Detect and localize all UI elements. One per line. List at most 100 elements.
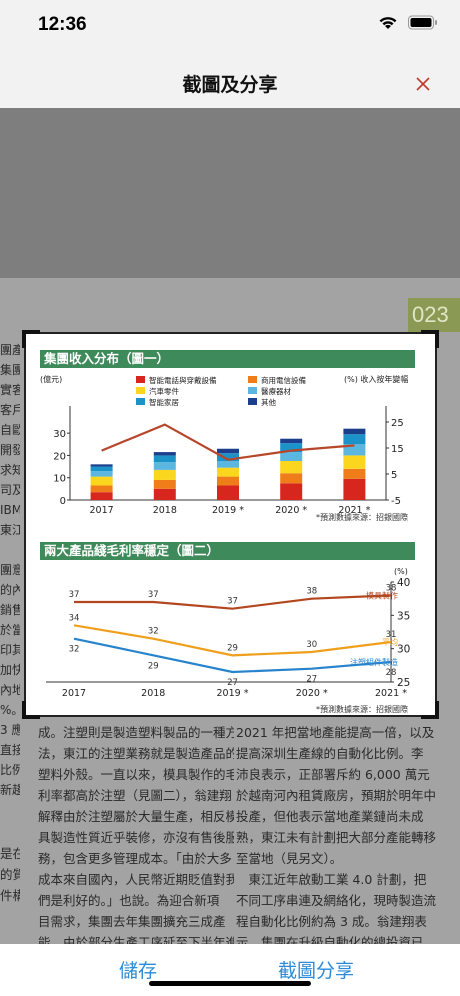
- save-button[interactable]: 儲存: [119, 960, 158, 982]
- legend-swatch: [136, 376, 145, 383]
- text-line: 務，包含更多管理成本。「由於大多: [38, 851, 232, 866]
- bar-segment: [217, 461, 239, 468]
- body-column-right: 2021 年把當地產能提高一倍，以及 提高深圳生產線的自動化比例。李 沛良表示，正部…: [236, 722, 446, 944]
- legend-swatch: [136, 398, 145, 405]
- series-name-label: 平均: [382, 637, 398, 647]
- bar-segment: [343, 478, 366, 500]
- chart1-left-unit: (億元): [40, 374, 62, 384]
- data-label: 38: [306, 587, 317, 597]
- y-tick-label: 25: [397, 677, 410, 689]
- text-line: 於當: [0, 623, 20, 637]
- text-line: 至當地（見另文）。: [236, 851, 343, 866]
- text-line: 解釋由於注塑屬於大量生產，相反模: [38, 809, 234, 824]
- text-line: %。: [0, 703, 20, 717]
- x-tick-label: 2020 *: [275, 505, 307, 516]
- text-line: 實客: [0, 383, 20, 397]
- series-name-label: 注塑組件製造: [350, 657, 398, 667]
- y-tick-label: 35: [397, 610, 410, 622]
- home-indicator: [149, 981, 311, 986]
- crop-handle-bottom-left[interactable]: [22, 701, 40, 719]
- chart1-title: 集團收入分布（圖一）: [40, 350, 415, 368]
- data-label: 37: [69, 590, 80, 600]
- legend-label: 其他: [261, 397, 276, 407]
- text-line: 自歐: [0, 423, 20, 437]
- text-line: 團意: [0, 563, 20, 577]
- bar-segment: [217, 476, 239, 486]
- status-time: 12:36: [38, 14, 87, 35]
- left-edge-text: 是在 的質 件構: [0, 843, 20, 906]
- data-label: 32: [69, 645, 80, 655]
- text-line: 利率都高於注塑（見圖二），翁建翔: [38, 788, 232, 803]
- bar-segment: [217, 448, 239, 454]
- bar-segment: [217, 453, 239, 461]
- y2-tick-label: -5: [391, 496, 401, 507]
- text-line: 提高深圳生產線的自動化比例。李: [236, 746, 424, 761]
- data-label: 29: [227, 643, 238, 653]
- bar-segment: [90, 471, 113, 477]
- text-line: 集團: [0, 363, 20, 377]
- crop-handle-top-right[interactable]: [421, 330, 439, 348]
- bar-segment: [90, 476, 113, 486]
- text-line: 求知: [0, 463, 20, 477]
- share-screenshot-button[interactable]: 截圖分享: [278, 960, 355, 982]
- text-line: 成。注塑則是製造塑料製品的一種方: [38, 725, 234, 740]
- wifi-icon: [379, 17, 397, 29]
- text-line: 的內: [0, 583, 20, 597]
- text-line: 是在: [0, 846, 20, 861]
- bar-segment: [280, 438, 303, 444]
- y-tick-label: 30: [53, 429, 66, 440]
- bar-segment: [343, 455, 366, 469]
- y2-tick-label: 5: [391, 470, 397, 481]
- legend-swatch: [248, 387, 257, 394]
- data-label: 27: [227, 678, 238, 688]
- series-name-label: 模具製作: [366, 590, 398, 600]
- x-tick-label: 2019 *: [217, 688, 249, 699]
- chart2: (%) 25 30 35 40 2017 2018 2019 * 2020 * 2021 * 37 3…: [46, 567, 410, 699]
- text-line: 新趨: [0, 783, 20, 797]
- y-tick-label: 10: [53, 474, 66, 485]
- text-line: 法，東江的注塑業務就是製造產品的: [38, 746, 234, 761]
- bar-segment: [343, 428, 366, 435]
- bar-segment: [153, 479, 176, 489]
- chart2-title: 兩大產品綫毛利率穩定（圖二）: [40, 542, 415, 560]
- text-line: 於越南河內租賃廠房，預期於明年中: [236, 788, 437, 803]
- series-line: [73, 637, 392, 674]
- text-line: 熟，東江未有計劃把大部分產能轉移: [236, 830, 437, 845]
- y2-tick-label: 25: [391, 418, 404, 429]
- crop-handle-top-left[interactable]: [22, 330, 40, 348]
- bar-segment: [153, 452, 176, 456]
- text-line: [0, 540, 20, 560]
- text-line: 銷售: [0, 603, 20, 617]
- y2-tick-label: 15: [391, 444, 404, 455]
- bar-segment: [280, 483, 303, 500]
- x-tick-label: 2021 *: [338, 505, 370, 516]
- y-tick-label: 30: [397, 644, 410, 656]
- x-tick-label: 2018: [141, 688, 165, 699]
- dimmed-area: [0, 108, 460, 278]
- text-line: 投產，但他表示當地產業鏈尚未成: [236, 809, 424, 824]
- legend-label: 智能電話與穿戴設備: [149, 375, 217, 385]
- chart1-source: *預測數據來源：招銀國際: [316, 513, 408, 522]
- text-line: 件構: [0, 888, 20, 903]
- close-icon[interactable]: [410, 71, 436, 97]
- text-line: 東江: [0, 523, 20, 537]
- legend-label: 商用電信設備: [261, 375, 306, 385]
- bar-segment: [343, 434, 366, 445]
- text-line: 示，集團在升級自動化的總投資已: [236, 935, 424, 944]
- yoy-change-line: [101, 423, 355, 461]
- data-label: 37: [148, 590, 159, 600]
- page-number: 023: [408, 298, 460, 332]
- crop-handle-bottom-right[interactable]: [421, 701, 439, 719]
- text-line: 的質: [0, 867, 20, 882]
- bar-segment: [343, 468, 366, 479]
- x-tick-label: 2021 *: [375, 688, 407, 699]
- crop-frame[interactable]: 集團收入分布（圖一） (億元) (%) 收入按年變幅 智能電話與穿戴設備 商用電信設備…: [22, 330, 439, 719]
- text-line: 2021 年把當地產能提高一倍，以及: [236, 725, 435, 740]
- text-line: 塑料外殼。一直以來，模具製作的毛: [38, 767, 234, 782]
- series-line: [73, 624, 392, 657]
- bar-segment: [217, 467, 239, 477]
- x-tick-label: 2019 *: [212, 505, 244, 516]
- data-label: 34: [69, 613, 80, 623]
